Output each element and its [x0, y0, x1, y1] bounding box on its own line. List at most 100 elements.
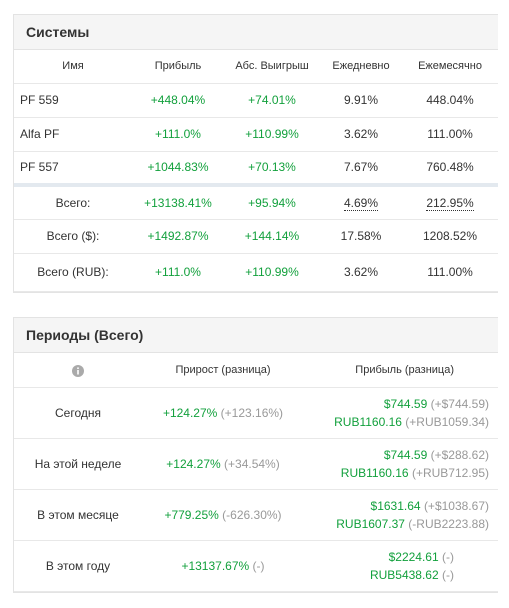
value: 760.48% — [426, 160, 474, 175]
system-row: PF 557 +1044.83% +70.13% 7.67% 760.48% — [14, 151, 498, 186]
column-header: Прибыль — [132, 50, 224, 84]
rub: RUB1160.16 — [340, 465, 409, 480]
value: +13138.41% — [144, 195, 212, 210]
column-header: Прибыль (разница) — [304, 353, 498, 388]
column-header: Абс. Выигрыш — [224, 50, 320, 84]
rub-diff: (-RUB2223.88) — [408, 516, 489, 531]
value: +448.04% — [150, 93, 206, 107]
value: +74.01% — [248, 93, 296, 107]
value: 1208.52% — [422, 229, 478, 243]
cell: 7.67% — [320, 151, 402, 186]
usd-diff: (+$744.59) — [430, 396, 489, 411]
cell: 111.00% — [402, 117, 498, 152]
period-row: В этом месяце +779.25% (-626.30%) $1631.64… — [14, 489, 498, 541]
cell: $2224.61 (-) RUB5438.62 (-) — [304, 540, 498, 592]
value: 212.95% — [426, 195, 474, 211]
row-name: PF 559 — [20, 93, 59, 107]
cell: +74.01% — [224, 83, 320, 118]
cell: +95.94% — [224, 183, 320, 220]
usd: $744.59 — [383, 396, 428, 411]
info-icon[interactable] — [72, 364, 84, 377]
rub-diff: (+RUB1059.34) — [405, 414, 489, 429]
panel-title: Периоды (Всего) — [14, 318, 498, 353]
row-name: Всего: — [55, 195, 91, 210]
cell: $744.59 (+$288.62) RUB1160.16 (+RUB712.95… — [304, 438, 498, 490]
column-header: Имя — [14, 50, 132, 84]
cell: Alfa PF — [14, 117, 132, 152]
value: 7.67% — [343, 160, 379, 175]
total-row: Всего ($): +1492.87% +144.14% 17.58% 1208.52… — [14, 219, 498, 254]
rub: RUB1160.16 — [334, 414, 402, 429]
rub: RUB1607.37 — [336, 516, 405, 531]
periods-panel: Периоды (Всего) Прирост (разница) Прибыль… — [13, 317, 498, 593]
period-label: Сегодня — [14, 387, 142, 439]
cell: PF 557 — [14, 151, 132, 186]
panel-title: Системы — [14, 15, 498, 50]
cell: 9.91% — [320, 83, 402, 118]
cell: 17.58% — [320, 219, 402, 254]
cell: +448.04% — [132, 83, 224, 118]
header-row: Имя Прибыль Абс. Выигрыш Ежедневно Ежемесячн… — [14, 50, 498, 84]
column-header: Ежедневно — [320, 50, 402, 84]
rub-line: RUB5438.62 (-) — [304, 566, 454, 584]
growth: +779.25% — [164, 507, 219, 522]
cell: +144.14% — [224, 219, 320, 254]
period-row: На этой неделе +124.27% (+34.54%) $744.59 … — [14, 438, 498, 490]
total-row: Всего (RUB): +111.0% +110.99% 3.62% 111.00% — [14, 253, 498, 292]
cell: 3.62% — [320, 253, 402, 292]
period-row: Сегодня +124.27% (+123.16%) $744.59 (+$744… — [14, 387, 498, 439]
row-name: Alfa PF — [20, 127, 60, 141]
growth-diff: (+123.16%) — [220, 405, 284, 420]
row-name: Всего ($): — [46, 229, 100, 243]
cell: 448.04% — [402, 83, 498, 118]
column-header: Прирост (разница) — [142, 353, 304, 388]
cell: +124.27% (+123.16%) — [142, 387, 304, 439]
rub: RUB5438.62 — [369, 567, 439, 582]
value: 9.91% — [343, 93, 379, 107]
cell — [14, 353, 142, 388]
row-name: Всего (RUB): — [37, 265, 109, 279]
rub-diff: (-) — [442, 567, 454, 582]
usd: $2224.61 — [388, 549, 439, 564]
column-header: Ежемесячно — [402, 50, 498, 84]
growth: +124.27% — [162, 405, 218, 420]
cell: +779.25% (-626.30%) — [142, 489, 304, 541]
usd-diff: (+$1038.67) — [423, 498, 489, 513]
cell: +13137.67% (-) — [142, 540, 304, 592]
value: +70.13% — [248, 160, 296, 175]
period-label: В этом году — [14, 540, 142, 592]
value: +1044.83% — [147, 160, 209, 175]
cell: +1044.83% — [132, 151, 224, 186]
cell: $1631.64 (+$1038.67) RUB1607.37 (-RUB2223… — [304, 489, 498, 541]
cell: +110.99% — [224, 117, 320, 152]
cell: Всего ($): — [14, 219, 132, 254]
cell: 212.95% — [402, 183, 498, 220]
period-row: В этом году +13137.67% (-) $2224.61 (-) RUB… — [14, 540, 498, 592]
systems-table: Имя Прибыль Абс. Выигрыш Ежедневно Ежемесячн… — [14, 50, 498, 292]
usd-diff: (-) — [442, 549, 454, 564]
rub-line: RUB1160.16 (+RUB1059.34) — [304, 413, 489, 431]
value: 3.62% — [343, 265, 379, 279]
cell: +110.99% — [224, 253, 320, 292]
value: +1492.87% — [147, 229, 209, 243]
header-row: Прирост (разница) Прибыль (разница) — [14, 353, 498, 388]
usd: $744.59 — [383, 447, 428, 462]
total-row: Всего: +13138.41% +95.94% 4.69% 212.95% — [14, 183, 498, 220]
row-name: PF 557 — [20, 160, 59, 175]
usd-line: $744.59 (+$288.62) — [304, 446, 489, 464]
cell: 111.00% — [402, 253, 498, 292]
period-label: На этой неделе — [14, 438, 142, 490]
value: 111.00% — [427, 265, 473, 279]
cell: 760.48% — [402, 151, 498, 186]
cell: +124.27% (+34.54%) — [142, 438, 304, 490]
rub-diff: (+RUB712.95) — [411, 465, 489, 480]
cell: +70.13% — [224, 151, 320, 186]
value: +95.94% — [248, 195, 296, 210]
growth-diff: (-626.30%) — [222, 507, 282, 522]
value: +110.99% — [245, 265, 299, 279]
cell: 3.62% — [320, 117, 402, 152]
usd-diff: (+$288.62) — [430, 447, 489, 462]
cell: Всего: — [14, 183, 132, 220]
systems-panel: Системы Имя Прибыль Абс. Выигрыш Ежедневно Е… — [13, 14, 498, 293]
